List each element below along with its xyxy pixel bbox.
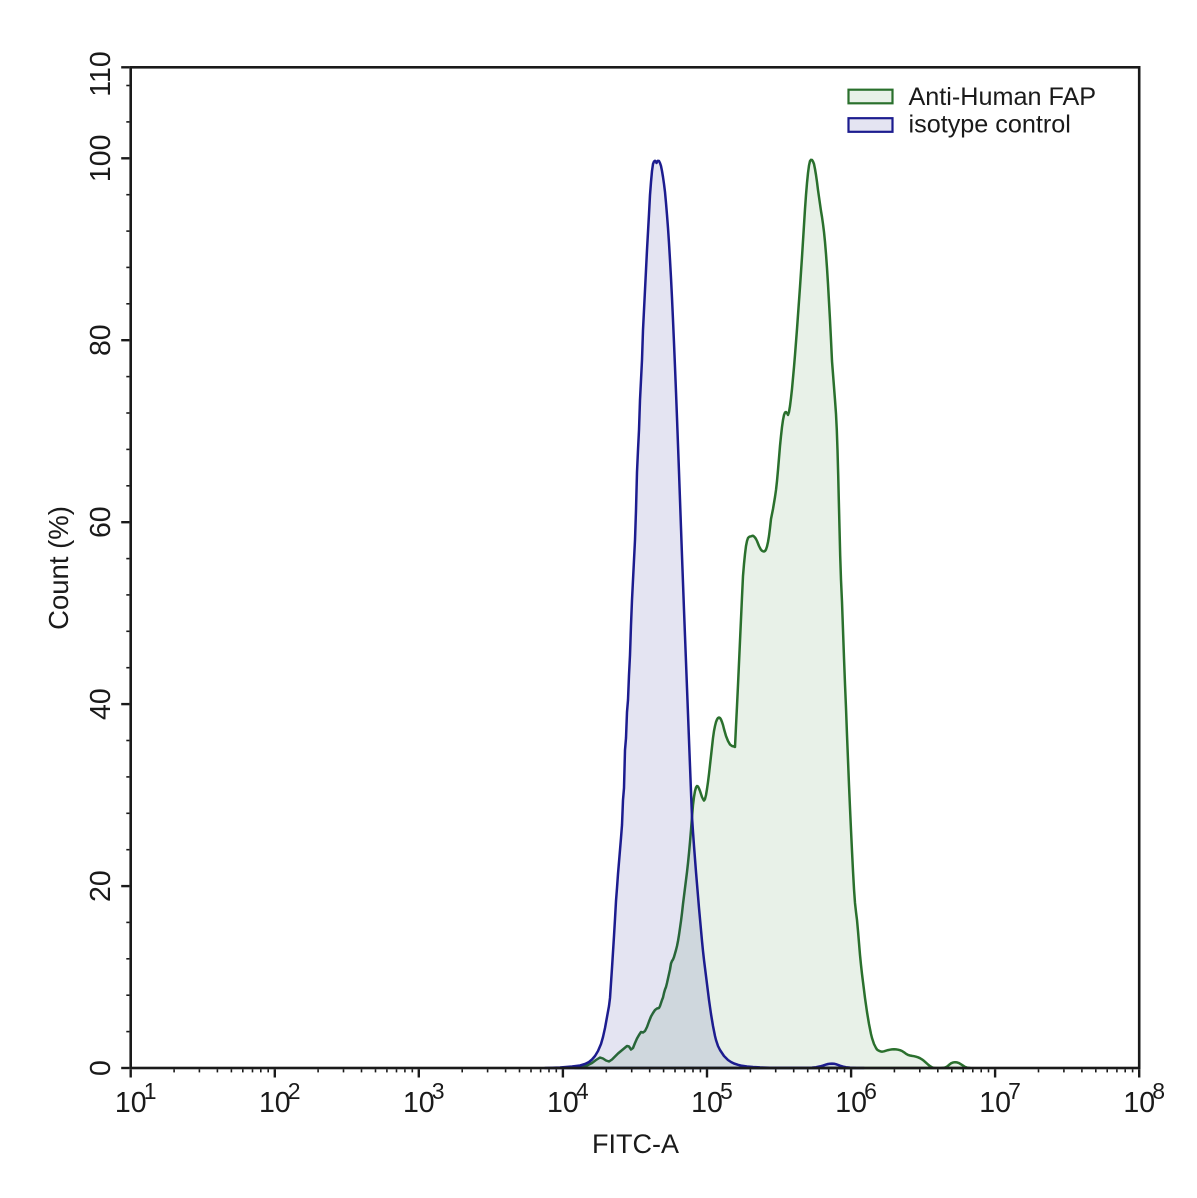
svg-text:10: 10 [835, 1087, 867, 1119]
svg-text:10: 10 [547, 1087, 579, 1119]
svg-text:1: 1 [144, 1078, 157, 1104]
svg-text:60: 60 [85, 506, 117, 538]
svg-text:100: 100 [85, 135, 117, 183]
svg-text:FITC-A: FITC-A [592, 1129, 679, 1159]
svg-text:10: 10 [115, 1087, 147, 1119]
svg-text:10: 10 [691, 1087, 723, 1119]
svg-text:Anti-Human FAP: Anti-Human FAP [909, 83, 1097, 111]
svg-text:8: 8 [1152, 1078, 1165, 1104]
svg-text:110: 110 [85, 51, 117, 96]
svg-text:5: 5 [720, 1078, 733, 1104]
svg-text:10: 10 [979, 1087, 1011, 1119]
svg-text:3: 3 [432, 1078, 445, 1104]
svg-text:Count (%): Count (%) [43, 506, 74, 630]
svg-text:7: 7 [1008, 1078, 1021, 1104]
svg-text:isotype control: isotype control [909, 111, 1071, 139]
svg-text:10: 10 [403, 1087, 435, 1119]
svg-text:20: 20 [85, 870, 117, 902]
svg-text:6: 6 [864, 1078, 877, 1104]
svg-text:80: 80 [85, 324, 117, 356]
svg-text:10: 10 [259, 1087, 291, 1119]
svg-text:4: 4 [576, 1078, 589, 1104]
svg-text:0: 0 [85, 1060, 117, 1076]
svg-text:2: 2 [288, 1078, 301, 1104]
svg-text:10: 10 [1123, 1087, 1155, 1119]
svg-text:40: 40 [85, 688, 117, 720]
